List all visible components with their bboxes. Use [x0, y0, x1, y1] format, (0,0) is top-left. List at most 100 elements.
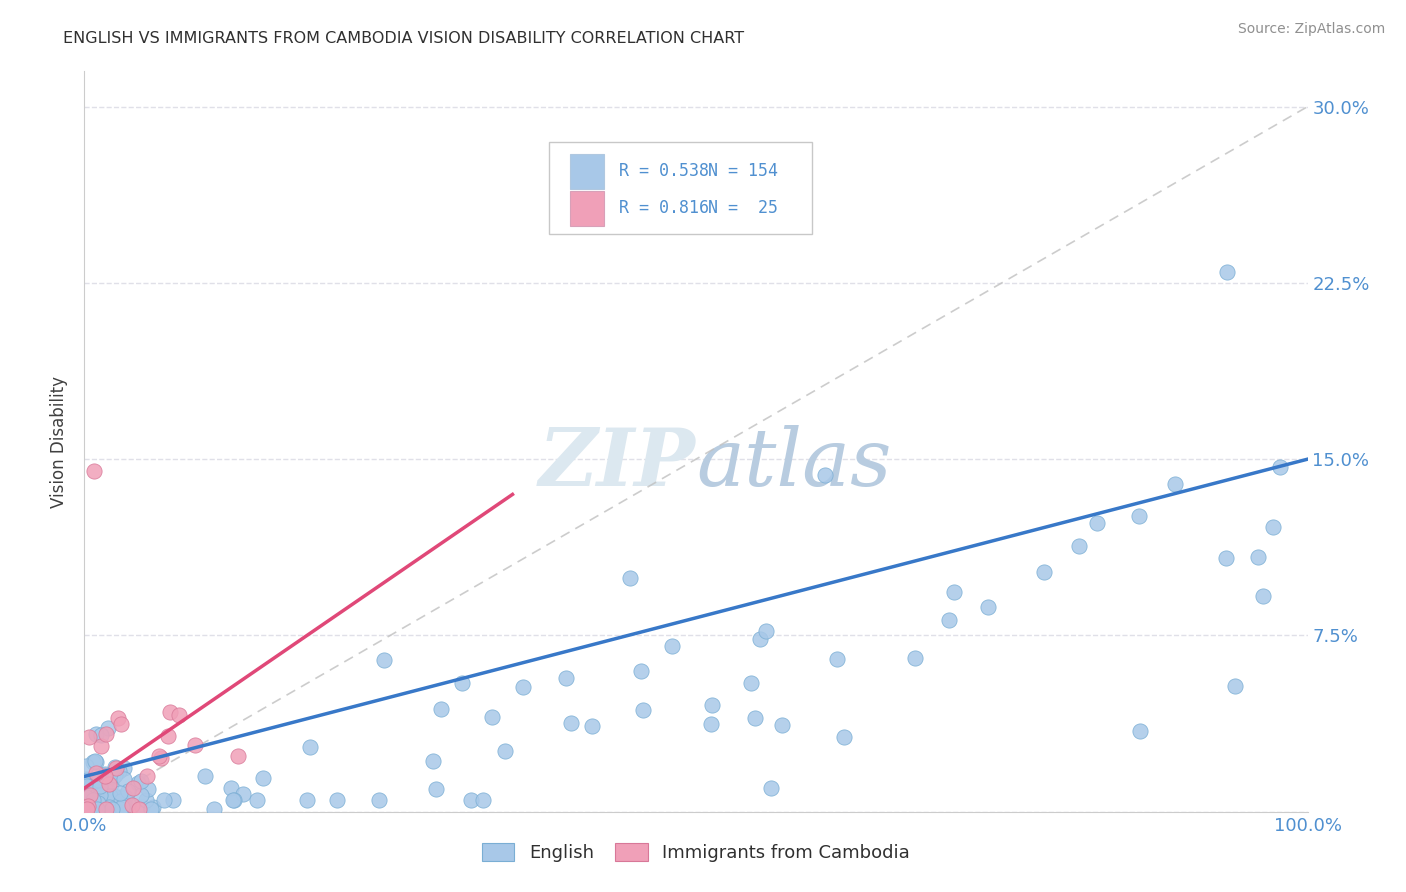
Point — [108, 764, 131, 778]
Point — [761, 781, 783, 796]
Point — [82, 756, 104, 770]
Point — [82, 789, 104, 803]
Point — [110, 802, 132, 816]
Point — [101, 798, 124, 813]
Point — [619, 570, 641, 584]
Point — [136, 768, 159, 782]
Point — [89, 779, 111, 793]
Point — [75, 759, 97, 773]
Point — [76, 802, 98, 816]
Point — [1251, 589, 1274, 603]
Point — [103, 791, 125, 805]
Point — [131, 800, 153, 814]
Point — [89, 789, 111, 803]
Point — [90, 788, 112, 802]
Point — [84, 802, 107, 816]
Point — [77, 730, 100, 744]
Point — [814, 467, 837, 482]
Point — [82, 793, 104, 807]
Point — [90, 789, 112, 803]
Point — [86, 784, 108, 798]
Point — [94, 789, 117, 804]
Point — [555, 671, 578, 685]
Point — [661, 639, 683, 653]
Point — [114, 789, 136, 804]
Point — [162, 793, 184, 807]
Point — [129, 773, 152, 788]
Point — [77, 799, 100, 814]
Point — [103, 768, 125, 782]
Point — [79, 795, 101, 809]
Point — [77, 801, 100, 815]
Point — [82, 778, 104, 792]
Point — [373, 652, 395, 666]
Point — [93, 779, 115, 793]
Point — [630, 664, 652, 678]
Point — [1223, 679, 1246, 693]
Point — [107, 794, 129, 808]
Point — [79, 790, 101, 805]
Point — [90, 739, 112, 753]
Point — [76, 780, 98, 794]
Point — [938, 613, 960, 627]
Text: N =  25: N = 25 — [709, 199, 778, 218]
Point — [298, 739, 321, 754]
Point — [110, 794, 132, 808]
Text: Source: ZipAtlas.com: Source: ZipAtlas.com — [1237, 22, 1385, 37]
Point — [84, 754, 107, 768]
Point — [112, 797, 135, 811]
Point — [422, 754, 444, 768]
Point — [79, 802, 101, 816]
Point — [560, 716, 582, 731]
Point — [326, 793, 349, 807]
Point — [101, 802, 124, 816]
Point — [75, 789, 97, 804]
Point — [157, 730, 180, 744]
Point — [494, 744, 516, 758]
Point — [94, 767, 117, 781]
FancyBboxPatch shape — [569, 153, 605, 189]
Point — [700, 716, 723, 731]
Point — [202, 802, 225, 816]
Point — [744, 711, 766, 725]
Point — [97, 777, 120, 791]
Point — [472, 793, 495, 807]
Point — [904, 650, 927, 665]
Point — [79, 802, 101, 816]
Point — [1129, 723, 1152, 738]
Point — [87, 802, 110, 816]
Point — [1033, 565, 1056, 579]
Point — [148, 749, 170, 764]
Point — [84, 766, 107, 780]
Text: R = 0.816: R = 0.816 — [619, 199, 709, 218]
Point — [103, 789, 125, 803]
Point — [111, 800, 134, 814]
FancyBboxPatch shape — [550, 142, 813, 235]
Point — [96, 794, 118, 808]
Point — [90, 801, 112, 815]
Point — [90, 784, 112, 798]
Point — [107, 802, 129, 816]
Point — [1085, 516, 1108, 530]
Point — [97, 797, 120, 812]
Point — [96, 781, 118, 796]
Point — [135, 793, 157, 807]
Point — [184, 738, 207, 752]
Point — [159, 705, 181, 719]
Point — [740, 676, 762, 690]
Text: R = 0.538: R = 0.538 — [619, 162, 709, 180]
Point — [84, 802, 107, 816]
Point — [749, 632, 772, 646]
Text: N = 154: N = 154 — [709, 162, 778, 180]
Point — [430, 702, 453, 716]
Point — [84, 756, 107, 770]
Point — [94, 802, 117, 816]
Point — [87, 799, 110, 814]
Point — [83, 464, 105, 478]
Point — [83, 784, 105, 798]
Point — [76, 779, 98, 793]
Point — [79, 788, 101, 802]
Point — [368, 793, 391, 807]
Point — [110, 716, 132, 731]
Point — [97, 802, 120, 816]
